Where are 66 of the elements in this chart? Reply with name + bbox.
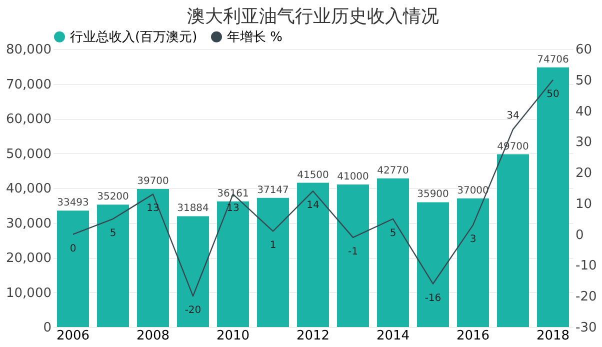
- y-tick-label: 0: [43, 320, 52, 336]
- data-label: -20: [184, 305, 202, 316]
- data-label: 14: [306, 200, 320, 212]
- data-label: -1: [348, 246, 358, 258]
- bar: [177, 216, 209, 327]
- data-label: 36161: [217, 188, 249, 200]
- data-label: 13: [146, 203, 160, 214]
- bar: [297, 182, 329, 327]
- y2-tick-label: 40: [576, 104, 592, 120]
- data-label: 33493: [57, 198, 89, 209]
- bar: [257, 198, 289, 327]
- y-tick-label: 20,000: [6, 251, 52, 266]
- data-label: 50: [546, 88, 560, 100]
- y2-tick-label: 0: [576, 228, 584, 243]
- y-tick-label: 10,000: [6, 286, 52, 301]
- y-tick-label: 50,000: [6, 146, 52, 162]
- legend-label: 行业总收入(百万澳元): [70, 30, 198, 45]
- x-tick-label: 2018: [536, 328, 570, 344]
- x-tick-label: 2008: [136, 328, 170, 344]
- data-label: 42770: [377, 165, 409, 176]
- bar: [97, 204, 129, 327]
- data-label: -16: [424, 292, 442, 304]
- data-label: 35200: [97, 192, 129, 203]
- bar: [337, 184, 369, 327]
- y2-tick-label: -20: [576, 290, 597, 305]
- data-label: 13: [226, 203, 240, 214]
- bar: [497, 154, 529, 327]
- data-label: 31884: [177, 203, 209, 214]
- bar: [217, 201, 249, 327]
- chart-title: 澳大利亚油气行业历史收入情况: [187, 6, 439, 27]
- bar: [417, 202, 449, 327]
- y2-tick-label: 30: [576, 135, 592, 150]
- data-label: 41500: [297, 170, 329, 181]
- y-tick-label: 60,000: [6, 112, 52, 127]
- data-label: 39700: [137, 176, 169, 188]
- x-tick-label: 2010: [216, 328, 250, 344]
- y2-tick-label: -30: [576, 320, 597, 336]
- data-label: 34: [506, 110, 520, 122]
- y2-tick-label: 50: [576, 73, 592, 88]
- y-tick-label: 80,000: [6, 42, 52, 58]
- y-tick-label: 40,000: [6, 182, 52, 196]
- x-tick-label: 2012: [296, 328, 330, 344]
- y-tick-label: 70,000: [6, 77, 52, 92]
- data-label: 35900: [417, 189, 449, 200]
- data-label: 5: [110, 228, 116, 239]
- data-label: 37147: [257, 184, 289, 196]
- data-label: 41000: [337, 172, 369, 183]
- bar: [457, 198, 489, 327]
- data-label: 1: [270, 240, 276, 252]
- bar: [137, 189, 169, 327]
- data-label: 5: [390, 228, 396, 239]
- y-tick-label: 30,000: [6, 216, 52, 232]
- y2-tick-label: 60: [576, 42, 592, 58]
- x-tick-label: 2014: [376, 328, 410, 344]
- legend-label: 年增长 %: [227, 30, 282, 45]
- bar: [537, 67, 569, 327]
- y2-tick-label: 20: [576, 166, 592, 182]
- x-tick-label: 2016: [456, 328, 490, 344]
- bar: [57, 210, 89, 327]
- y2-tick-label: 10: [576, 196, 592, 212]
- bar: [377, 178, 409, 327]
- y2-tick-label: -10: [576, 258, 597, 274]
- data-label: 3: [470, 234, 476, 246]
- data-label: 74706: [537, 54, 569, 66]
- x-tick-label: 2006: [56, 328, 90, 344]
- data-label: 0: [70, 243, 76, 254]
